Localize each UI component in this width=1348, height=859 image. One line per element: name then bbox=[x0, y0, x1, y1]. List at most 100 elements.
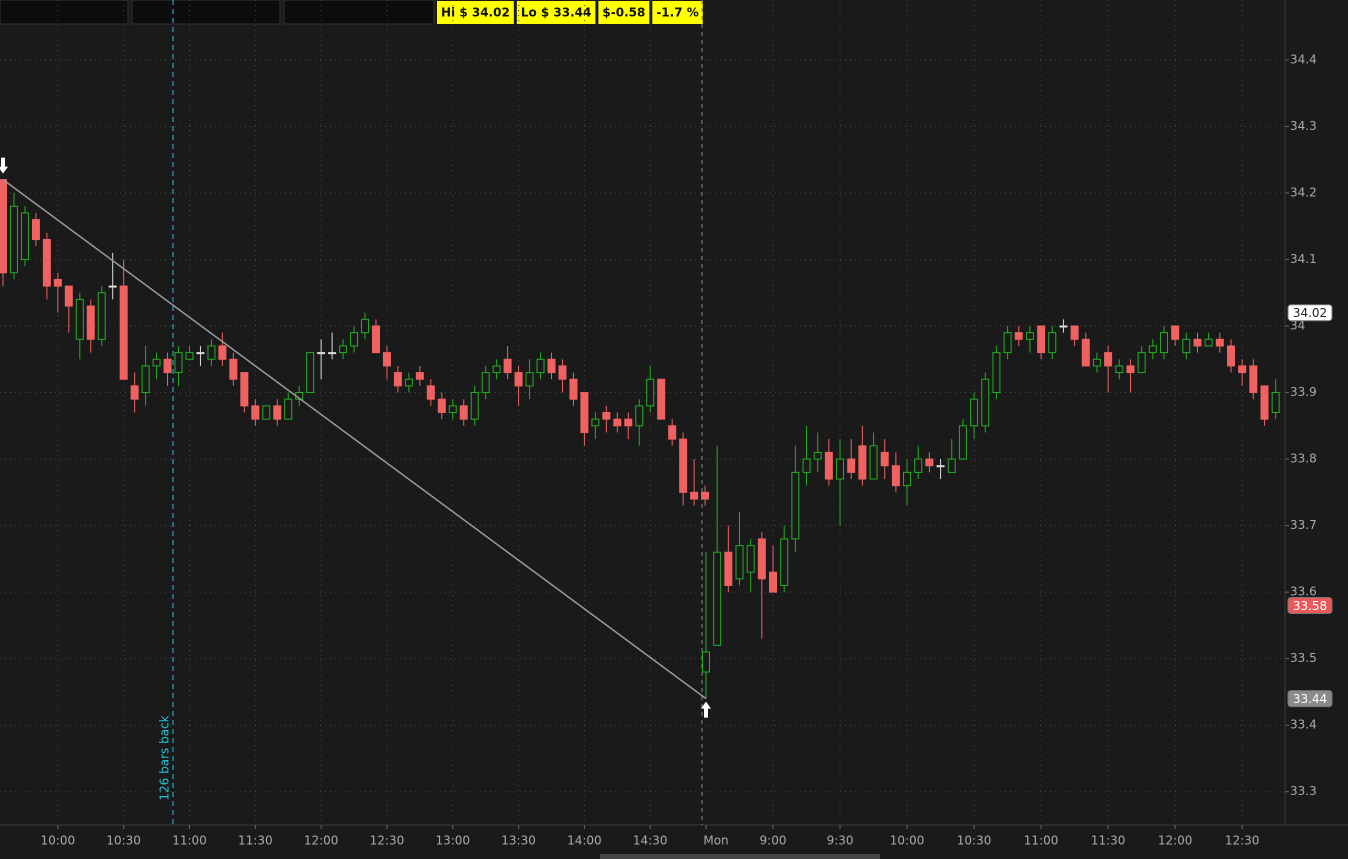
price-bubble-label: 34.02 bbox=[1293, 306, 1327, 320]
candle-body bbox=[1048, 332, 1057, 354]
price-bubble-label: 33.44 bbox=[1293, 692, 1327, 706]
candle-body bbox=[1171, 325, 1180, 340]
candle-body bbox=[437, 398, 446, 413]
y-tick-label: 33.3 bbox=[1290, 784, 1317, 798]
low-arrow bbox=[701, 701, 711, 718]
candle-body bbox=[735, 545, 744, 580]
candle-body bbox=[847, 458, 856, 473]
candle-body bbox=[613, 418, 622, 427]
candle-body bbox=[701, 491, 710, 500]
x-tick-label: 14:00 bbox=[567, 834, 602, 848]
candle-body bbox=[813, 451, 822, 460]
candle-body bbox=[306, 352, 315, 394]
candle-body bbox=[702, 651, 710, 673]
x-tick-label: 11:00 bbox=[172, 834, 207, 848]
candle-body bbox=[284, 398, 293, 420]
candle-body bbox=[251, 405, 260, 420]
candle-body bbox=[791, 471, 800, 540]
candle-body bbox=[470, 392, 479, 420]
x-tick-label: 11:30 bbox=[238, 834, 273, 848]
candle-body bbox=[382, 352, 391, 367]
candle-body bbox=[1226, 345, 1235, 367]
candle-body bbox=[1182, 338, 1191, 354]
candle-body bbox=[503, 358, 512, 374]
x-tick-label: 12:30 bbox=[370, 834, 405, 848]
candle-body bbox=[415, 372, 424, 380]
header-label-text: -1.7 % bbox=[656, 6, 698, 20]
candle-body bbox=[339, 345, 348, 354]
x-tick-label: 9:30 bbox=[827, 834, 854, 848]
candle-body bbox=[42, 239, 51, 287]
candle-body bbox=[75, 298, 84, 340]
header-label-text: $-0.58 bbox=[602, 6, 645, 20]
candle-body bbox=[1025, 332, 1034, 340]
candle-body bbox=[1271, 392, 1280, 413]
x-tick-label: 13:00 bbox=[435, 834, 470, 848]
price-bubble bbox=[1287, 304, 1333, 322]
candle-body bbox=[1115, 365, 1124, 374]
candle-body bbox=[229, 358, 238, 380]
candle-body bbox=[393, 372, 402, 387]
candle-body bbox=[769, 571, 778, 593]
header-label-box bbox=[437, 1, 514, 24]
y-tick-label: 33.5 bbox=[1290, 651, 1317, 665]
candle-body bbox=[1037, 325, 1046, 354]
candle-body bbox=[196, 352, 205, 355]
y-tick-label: 33.4 bbox=[1290, 718, 1317, 732]
y-tick-label: 34 bbox=[1290, 319, 1305, 333]
candle-body bbox=[646, 378, 655, 407]
header-label: Lo $ 33.44 bbox=[516, 1, 596, 24]
candle-body bbox=[404, 378, 413, 387]
candle-body bbox=[690, 491, 699, 500]
candle-body bbox=[624, 418, 633, 427]
candle-body bbox=[119, 285, 128, 380]
candle-body bbox=[525, 372, 534, 387]
candle-body bbox=[108, 285, 117, 288]
candle-body bbox=[635, 405, 644, 427]
header-box bbox=[0, 0, 129, 25]
header-label-box bbox=[516, 1, 596, 24]
header-label-text: Lo $ 33.44 bbox=[521, 6, 592, 20]
x-tick-label: 9:00 bbox=[760, 834, 787, 848]
x-tick-label: 11:30 bbox=[1091, 834, 1126, 848]
y-tick-label: 34.4 bbox=[1290, 52, 1317, 66]
candle-body bbox=[1003, 332, 1012, 354]
candle-body bbox=[903, 471, 912, 487]
candle-body bbox=[1104, 352, 1113, 367]
candle-body bbox=[780, 538, 789, 586]
candle-body bbox=[914, 458, 923, 473]
candle-body bbox=[371, 325, 380, 354]
y-tick-label: 33.7 bbox=[1290, 518, 1317, 532]
y-tick-label: 34.1 bbox=[1290, 252, 1317, 266]
candle-body bbox=[9, 205, 18, 274]
x-tick-label: 10:00 bbox=[890, 834, 925, 848]
candle-body bbox=[836, 458, 845, 480]
scrollbar[interactable] bbox=[600, 854, 880, 859]
candle-body bbox=[558, 365, 567, 380]
candle-body bbox=[1148, 345, 1157, 354]
header-label: -1.7 % bbox=[652, 1, 703, 24]
candle-body bbox=[992, 352, 1001, 394]
candle-body bbox=[602, 412, 611, 420]
x-tick-label: 10:30 bbox=[957, 834, 992, 848]
candle-body bbox=[1070, 325, 1079, 340]
candle-body bbox=[679, 438, 688, 493]
header-label-box bbox=[652, 1, 703, 24]
candle-body bbox=[1260, 385, 1269, 420]
y-tick-label: 33.8 bbox=[1290, 452, 1317, 466]
candle-body bbox=[925, 458, 934, 467]
candle-body bbox=[152, 358, 161, 367]
candle-body bbox=[273, 405, 282, 420]
candle-body bbox=[724, 551, 733, 586]
candle-body bbox=[958, 425, 967, 460]
candle-body bbox=[481, 372, 490, 394]
x-tick-label: 10:00 bbox=[41, 834, 76, 848]
candle-body bbox=[317, 352, 326, 355]
candle-body bbox=[130, 385, 139, 400]
x-tick-label: 12:00 bbox=[304, 834, 339, 848]
bars-back-label: 126 bars back bbox=[158, 715, 172, 800]
candle-body bbox=[536, 358, 545, 374]
candle-body bbox=[240, 372, 249, 407]
